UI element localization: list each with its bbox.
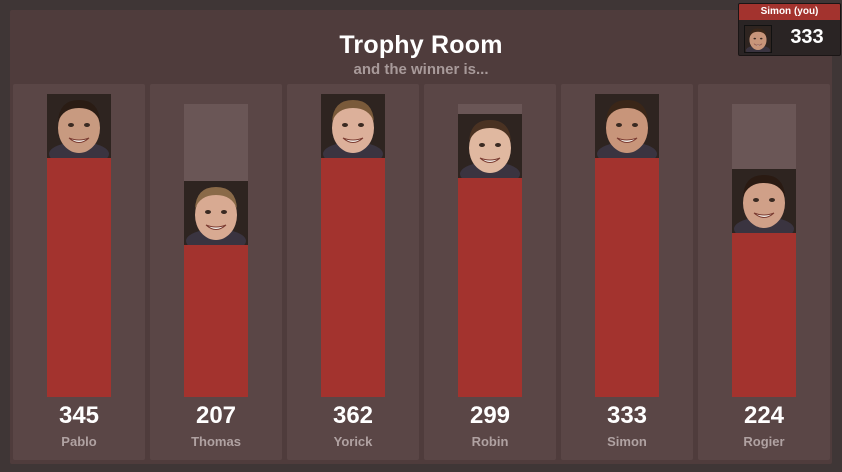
player-avatar [321, 94, 385, 158]
player-avatar [595, 94, 659, 158]
player-column: 299 Robin [424, 84, 556, 460]
score-bar-track [321, 94, 385, 397]
current-player-score: 333 [790, 26, 824, 48]
trophy-room-board: Trophy Room and the winner is... 345 Pab… [10, 10, 832, 464]
page-title: Trophy Room [339, 31, 503, 59]
current-player-avatar [744, 25, 772, 53]
player-avatar [732, 169, 796, 233]
player-score: 362 [332, 402, 374, 429]
player-score: 299 [469, 402, 511, 429]
score-bar-track [595, 94, 659, 397]
header: Trophy Room and the winner is... [10, 10, 832, 84]
player-column: 345 Pablo [13, 84, 145, 460]
score-bar-track [47, 94, 111, 397]
player-name: Rogier [743, 434, 785, 449]
player-column: 207 Thomas [150, 84, 282, 460]
page-subtitle: and the winner is... [353, 61, 489, 78]
player-score: 333 [606, 402, 648, 429]
player-name: Thomas [191, 434, 241, 449]
player-name: Pablo [61, 434, 97, 449]
leaderboard-columns: 345 Pablo 207 Thomas 362 Yorick 299 [13, 84, 831, 460]
player-score: 224 [743, 402, 785, 429]
player-avatar [458, 114, 522, 178]
player-name: Yorick [333, 434, 373, 449]
score-bar-fill [458, 178, 522, 397]
player-name: Simon [607, 434, 647, 449]
score-bar-track [184, 104, 248, 397]
player-score: 345 [58, 402, 100, 429]
player-avatar [47, 94, 111, 158]
player-avatar [184, 181, 248, 245]
score-bar-fill [732, 233, 796, 397]
current-player-badge: Simon (you) 333 [738, 3, 841, 56]
score-bar-fill [47, 144, 111, 397]
player-score: 207 [195, 402, 237, 429]
player-column: 333 Simon [561, 84, 693, 460]
score-bar-track [458, 104, 522, 397]
score-bar-fill [321, 132, 385, 397]
score-bar-fill [595, 153, 659, 397]
player-column: 224 Rogier [698, 84, 830, 460]
player-name: Robin [471, 434, 509, 449]
score-bar-fill [184, 245, 248, 397]
score-bar-track [732, 104, 796, 397]
player-column: 362 Yorick [287, 84, 419, 460]
current-player-label: Simon (you) [739, 4, 840, 20]
